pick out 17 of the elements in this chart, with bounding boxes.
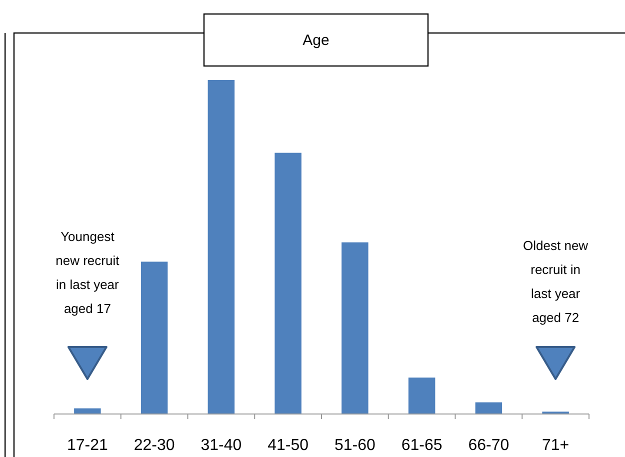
x-tick-label: 22-30 bbox=[134, 437, 175, 454]
bar bbox=[475, 402, 502, 414]
annotation: Youngest new recruit in last year aged 17 bbox=[56, 229, 120, 316]
bar bbox=[274, 152, 302, 414]
bar bbox=[140, 262, 168, 414]
x-tick-label: 41-50 bbox=[268, 437, 309, 454]
x-tick-label: 51-60 bbox=[334, 437, 376, 454]
bar bbox=[208, 80, 235, 414]
x-tick-label: 66-70 bbox=[468, 437, 510, 454]
bar bbox=[408, 378, 436, 414]
x-tick-label: 31-40 bbox=[200, 437, 242, 454]
chart-title: Age bbox=[302, 32, 330, 49]
x-tick-label: 71+ bbox=[542, 437, 570, 454]
x-tick-label: 61-65 bbox=[401, 437, 442, 454]
bar bbox=[342, 242, 368, 414]
annotation: Oldest new recruit in last year aged 72 bbox=[523, 238, 589, 325]
x-tick-label: 17-21 bbox=[66, 437, 108, 454]
